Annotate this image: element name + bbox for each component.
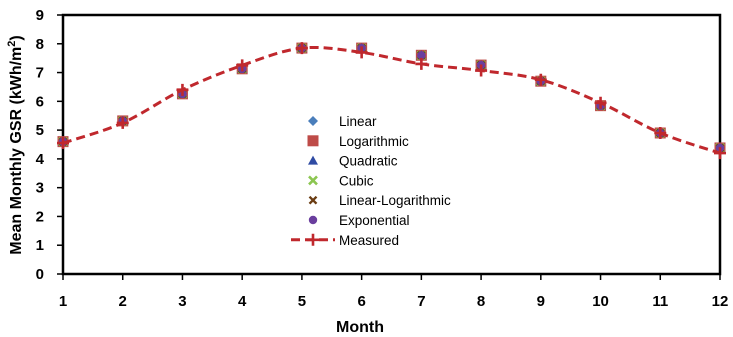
data-point <box>295 42 308 55</box>
y-tick-label: 8 <box>36 36 44 53</box>
data-point <box>236 59 249 72</box>
legend-marker <box>308 116 318 126</box>
legend-item: Exponential <box>308 213 410 228</box>
legend-item: Logarithmic <box>307 134 409 149</box>
y-tick-label: 0 <box>36 266 44 283</box>
legend-label: Linear <box>339 114 377 129</box>
x-tick-label: 12 <box>712 293 729 310</box>
y-tick-label: 9 <box>36 7 44 24</box>
legend-marker <box>307 135 319 147</box>
x-tick-label: 7 <box>417 293 425 310</box>
y-tick-label: 6 <box>36 93 44 110</box>
x-tick-label: 10 <box>592 293 609 310</box>
legend-item: Quadratic <box>308 154 398 169</box>
legend-label: Logarithmic <box>339 134 409 149</box>
data-point <box>714 147 726 160</box>
legend-marker <box>307 233 319 246</box>
x-tick-label: 5 <box>298 293 306 310</box>
x-tick-label: 3 <box>178 293 186 310</box>
y-tick-label: 2 <box>36 208 44 225</box>
y-tick-label: 7 <box>36 65 44 82</box>
data-point <box>355 46 368 59</box>
series-layer <box>57 42 726 160</box>
legend-item: Linear <box>308 114 377 129</box>
data-point <box>116 116 129 129</box>
data-point <box>176 83 189 96</box>
legend-item: Cubic <box>308 173 374 188</box>
x-tick-label: 6 <box>357 293 365 310</box>
data-point <box>594 96 607 109</box>
x-tick-label: 9 <box>537 293 545 310</box>
legend-label: Linear-Logarithmic <box>339 193 451 208</box>
legend: Linear Logarithmic Quadratic Cubic Linear-Lo… <box>291 114 451 248</box>
legend-label: Quadratic <box>339 154 398 169</box>
legend-marker <box>308 195 318 205</box>
y-tick-label: 4 <box>36 151 45 168</box>
legend-label: Exponential <box>339 213 410 228</box>
x-tick-label: 2 <box>119 293 127 310</box>
x-tick-label: 11 <box>652 293 668 310</box>
data-point <box>415 57 428 70</box>
data-point <box>417 51 426 60</box>
y-tick-label: 5 <box>36 122 44 139</box>
x-axis-title: Month <box>336 319 384 336</box>
data-point <box>475 64 488 77</box>
y-tick-label: 3 <box>36 180 44 197</box>
legend-item: Measured <box>291 233 399 248</box>
legend-marker <box>308 155 318 165</box>
legend-item: Linear-Logarithmic <box>308 193 451 208</box>
series-measured <box>57 42 726 160</box>
legend-marker <box>308 215 318 225</box>
data-point <box>534 73 547 86</box>
x-tick-label: 1 <box>59 293 67 310</box>
y-axis-title: Mean Monthly GSR (kWh/m2) <box>6 35 25 254</box>
data-point <box>654 126 667 139</box>
legend-marker <box>308 175 318 186</box>
legend-label: Measured <box>339 233 399 248</box>
legend-label: Cubic <box>339 173 374 188</box>
x-tick-label: 8 <box>477 293 485 310</box>
data-point <box>57 137 69 150</box>
y-tick-label: 1 <box>36 237 44 254</box>
x-tick-label: 4 <box>238 293 247 310</box>
